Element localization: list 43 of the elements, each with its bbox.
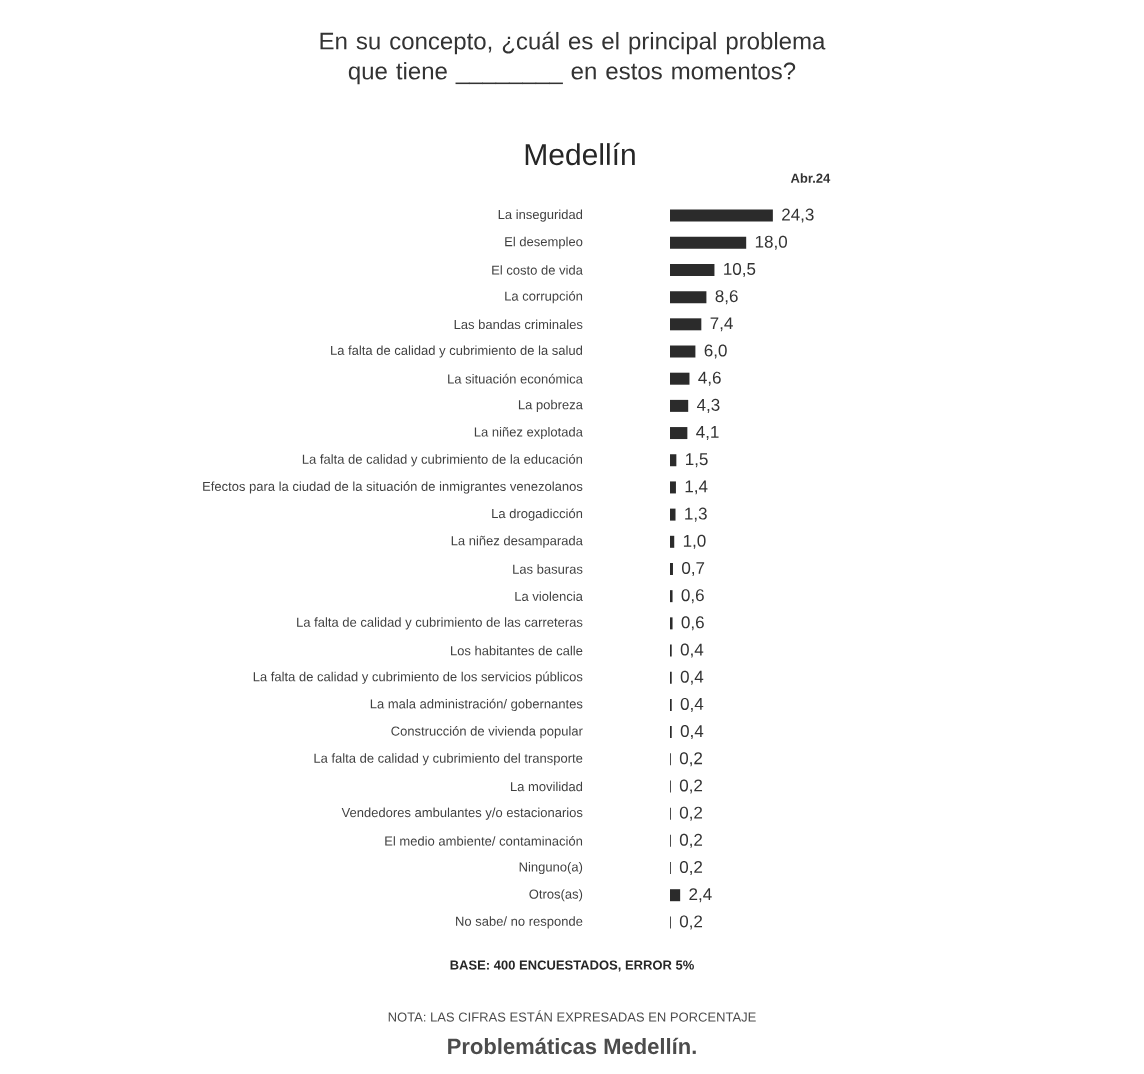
bar <box>670 318 702 331</box>
data-label: 8,6 <box>715 290 738 305</box>
bar <box>670 427 688 440</box>
data-label: 0,6 <box>681 616 704 631</box>
data-label: 0,2 <box>679 915 703 930</box>
bar <box>670 291 707 304</box>
text: Problemáticas Medellín. <box>448 1037 696 1055</box>
data-label: 24,3 <box>782 208 814 223</box>
data-label: 0,2 <box>679 752 703 767</box>
data-label: 0,4 <box>680 643 704 658</box>
bar <box>670 481 676 494</box>
bar <box>670 372 690 385</box>
bar <box>670 263 715 276</box>
data-label: 18,0 <box>755 235 788 250</box>
bar <box>670 508 676 521</box>
data-label: 1,3 <box>685 507 707 522</box>
data-label: 0,4 <box>680 697 704 712</box>
bar <box>670 399 689 412</box>
bar <box>670 209 773 222</box>
data-label: 1,4 <box>685 480 708 495</box>
data-label: 1,5 <box>686 453 708 468</box>
data-label: 4,3 <box>696 398 720 413</box>
data-label: 6,0 <box>704 344 727 359</box>
data-label: 2,4 <box>689 888 712 903</box>
data-label: 0,4 <box>680 670 704 685</box>
data-label: 0,6 <box>681 589 704 604</box>
bar <box>670 345 696 358</box>
data-label: 0,2 <box>679 861 703 876</box>
data-label: 4,1 <box>696 426 719 440</box>
data-label: 0,2 <box>679 833 703 848</box>
data-label: 0,2 <box>679 806 703 821</box>
data-label: 0,2 <box>679 779 703 794</box>
data-label: 0,7 <box>682 561 705 576</box>
data-label: 7,4 <box>710 317 733 332</box>
data-label: 4,6 <box>698 371 721 386</box>
bar <box>670 889 681 902</box>
bar <box>670 454 677 467</box>
bar <box>670 236 747 249</box>
data-label: 1,0 <box>683 534 706 549</box>
chart-subtitle: Medellín <box>525 142 635 166</box>
data-label: 10,5 <box>724 262 756 277</box>
chart-title: En su concepto, ¿cuál es el principal problema que tiene ________ en estos momentos? <box>320 31 826 85</box>
data-label: 0,4 <box>680 725 704 740</box>
